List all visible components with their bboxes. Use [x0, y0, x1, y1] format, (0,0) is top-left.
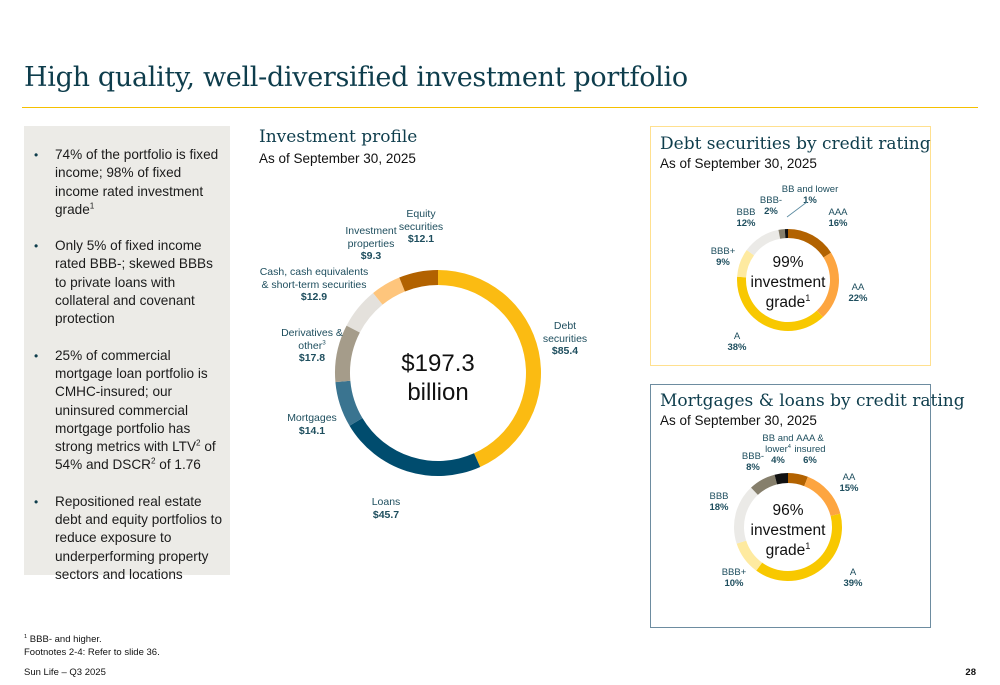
debt-label-bb-lower: BB and lower 1% [781, 184, 839, 206]
label-debt-securities: Debt securities $85.4 [542, 320, 588, 357]
page-title: High quality, well-diversified investmen… [24, 62, 688, 93]
mort-label-bbb-plus: BBB+ 10% [721, 567, 747, 589]
debt-panel-subtitle: As of September 30, 2025 [660, 156, 817, 171]
bullet-icon: • [34, 239, 39, 254]
investment-profile-subtitle: As of September 30, 2025 [259, 151, 416, 166]
debt-slice-a [737, 276, 823, 331]
mortgages-loans-panel [650, 384, 931, 628]
investment-slice-loans [349, 418, 481, 476]
debt-slice-bbb [746, 229, 781, 256]
label-mortgages: Mortgages $14.1 [287, 412, 337, 437]
mort-label-aaa-insured: AAA & insured 6% [794, 433, 826, 466]
debt-label-aaa: AAA 16% [828, 207, 848, 229]
footer-source: Sun Life – Q3 2025 [24, 667, 106, 678]
bullet-item: • 74% of the portfolio is fixed income; 9… [34, 147, 219, 217]
mortgage-slice-bbb [751, 474, 778, 495]
investment-profile-total: $197.3 billion [401, 350, 475, 406]
mort-label-a: A 39% [843, 567, 863, 589]
debt-securities-panel [650, 126, 931, 366]
title-divider [22, 107, 978, 108]
debt-panel-title: Debt securities by credit rating [660, 134, 931, 154]
mort-panel-subtitle: As of September 30, 2025 [660, 413, 817, 428]
label-loans: Loans $45.7 [371, 496, 401, 521]
debt-slice-bbb [737, 250, 755, 278]
footnote-1: 1 BBB- and higher. [24, 633, 102, 645]
investment-slice-debt-securities [438, 270, 541, 467]
mortgage-slice-aaa-insured [788, 473, 808, 487]
mortgage-slice-aa [804, 476, 841, 517]
key-points-panel: • 74% of the portfolio is fixed income; 9… [24, 126, 230, 582]
debt-label-bbb-plus: BBB+ 9% [710, 246, 736, 268]
footnote-2: Footnotes 2-4: Refer to slide 36. [24, 647, 160, 658]
debt-bb-leader-line [786, 201, 808, 218]
label-cash: Cash, cash equivalents & short-term secur… [259, 266, 369, 303]
debt-slice-bbb [778, 229, 786, 239]
investment-slice-equity-securities [399, 270, 438, 292]
debt-label-a: A 38% [727, 331, 747, 353]
bullet-icon: • [34, 148, 39, 162]
label-equity-securities: Equity securities $12.1 [398, 208, 444, 245]
debt-slice-bb-and-lower [784, 229, 788, 239]
investment-slice-derivatives-other [335, 325, 360, 383]
debt-label-aa: AA 22% [848, 282, 868, 304]
bullet-item: • Only 5% of fixed income rated BBB-; ske… [34, 238, 213, 327]
debt-label-bbb: BBB 12% [736, 207, 756, 229]
mortgage-slice-bb-and-lower [774, 473, 788, 485]
bullet-item: • Repositioned real estate debt and equit… [34, 493, 223, 582]
debt-label-bbb-minus: BBB- 2% [759, 195, 783, 217]
mort-label-aa: AA 15% [839, 472, 859, 494]
mortgage-slice-a [756, 513, 842, 581]
label-derivatives-other: Derivatives & other3 $17.8 [281, 327, 343, 364]
investment-slice-mortgages [335, 380, 363, 426]
investment-profile-donut [335, 270, 541, 476]
debt-credit-rating-donut [737, 229, 839, 331]
investment-slice-cash-cash-equivalents-short-term-securities [346, 293, 383, 333]
debt-slice-aa [816, 252, 839, 318]
bullet-icon: • [34, 494, 39, 509]
bullet-item: • 25% of commercial mortgage loan portfol… [34, 347, 216, 473]
page-number: 28 [965, 667, 976, 678]
mort-center-text: 96% investment grade1 [750, 502, 826, 559]
mortgage-credit-rating-donut [734, 473, 842, 581]
mort-label-bbb-minus: BBB- 8% [741, 451, 765, 473]
mort-label-bb-lower: BB and lower4 4% [762, 433, 794, 466]
investment-slice-investment-properties [373, 277, 405, 305]
mort-label-bbb: BBB 18% [709, 491, 729, 513]
investment-profile-title: Investment profile [259, 127, 418, 147]
mortgage-slice-bbb [734, 487, 758, 544]
label-investment-properties: Investment properties $9.3 [345, 225, 397, 262]
debt-center-text: 99% investment grade1 [750, 254, 826, 311]
debt-slice-aaa [788, 229, 832, 258]
mort-panel-title: Mortgages & loans by credit rating [660, 391, 965, 411]
bullet-icon: • [34, 348, 39, 363]
mortgage-slice-bbb [736, 540, 763, 571]
